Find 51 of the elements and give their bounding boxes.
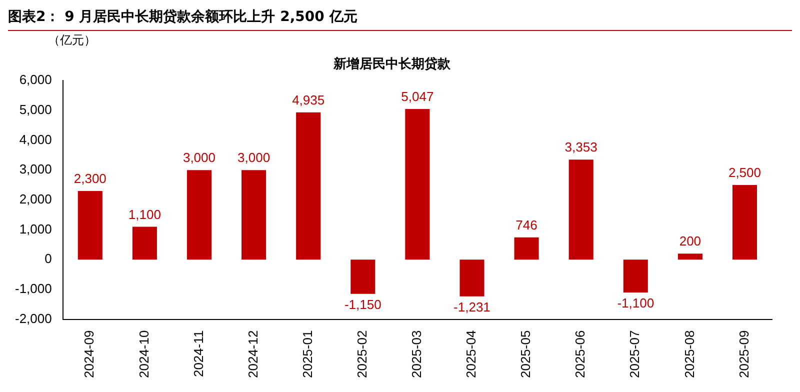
x-tick-label: 2025-01 [300, 330, 315, 378]
bar [732, 185, 757, 260]
data-label: 3,353 [564, 140, 598, 155]
bar [623, 260, 648, 292]
x-tick-label: 2024-09 [82, 330, 97, 378]
bar [405, 109, 430, 260]
y-tick-label: 6,000 [19, 72, 52, 88]
bar [350, 260, 376, 294]
data-label: 2,300 [74, 171, 106, 186]
x-tick-label: 2025-09 [736, 330, 752, 378]
x-tick-label: 2024-11 [190, 330, 206, 378]
y-tick-label: -2,000 [14, 310, 52, 326]
bar [568, 160, 594, 260]
x-tick-label: 2025-04 [464, 330, 479, 378]
y-tick-label: 4,000 [19, 132, 52, 147]
bar [296, 112, 321, 260]
y-axis-title: （亿元） [48, 33, 96, 48]
y-tick-label: -1,000 [14, 281, 52, 296]
x-tick-label: 2024-12 [245, 330, 260, 378]
data-label: 3,000 [238, 150, 270, 166]
bar [78, 190, 102, 260]
x-tick-label: 2025-03 [409, 330, 424, 378]
bar [186, 170, 212, 260]
data-label: -1,100 [617, 296, 654, 311]
y-tick-label: 1,000 [19, 221, 52, 236]
data-label: 5,047 [401, 89, 434, 104]
data-label: 746 [516, 217, 538, 232]
data-label: -1,150 [344, 297, 382, 312]
data-label: 3,000 [182, 150, 216, 166]
y-tick-label: 3,000 [19, 162, 52, 177]
y-tick-label: 5,000 [19, 102, 52, 118]
chart-title: 新增居民中长期贷款 [332, 56, 452, 72]
bar [132, 226, 157, 260]
x-tick-label: 2025-07 [627, 330, 642, 378]
data-label: 4,935 [292, 92, 325, 108]
data-label: 200 [679, 234, 702, 249]
bar [678, 254, 702, 260]
x-tick-label: 2025-02 [354, 330, 370, 378]
y-tick-label: 0 [44, 251, 52, 266]
bar [460, 260, 484, 296]
x-tick-label: 2024-10 [136, 330, 152, 378]
data-label: -1,231 [454, 299, 490, 314]
text: 图表2： 9 月居民中长期贷款余额环比上升 2,500 亿元 [8, 8, 792, 31]
data-label: 2,500 [728, 165, 761, 180]
bar [242, 170, 266, 260]
x-tick-label: 2025-08 [682, 330, 697, 378]
data-label: 1,100 [128, 206, 161, 222]
x-tick-label: 2025-06 [572, 330, 588, 378]
y-tick-label: 2,000 [19, 192, 52, 207]
x-tick-label: 2025-05 [518, 330, 534, 378]
bar [514, 237, 539, 260]
